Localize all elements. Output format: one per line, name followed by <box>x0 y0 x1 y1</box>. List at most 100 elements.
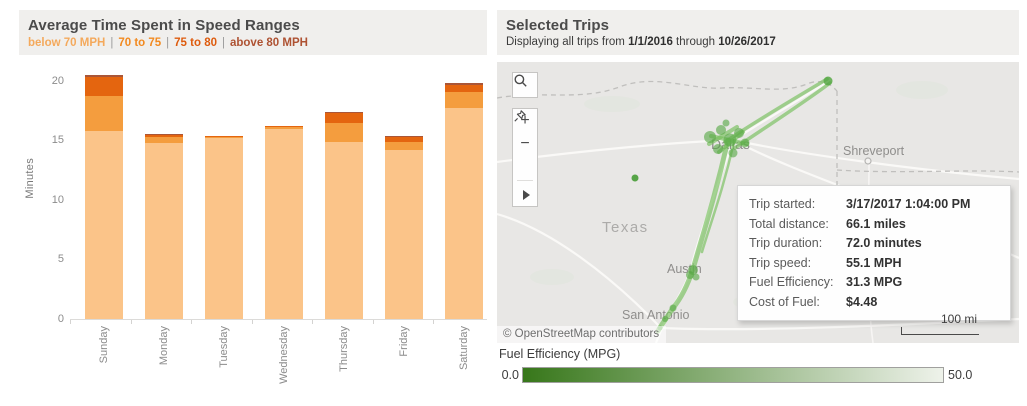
bar-monday-above-80-mph[interactable] <box>145 133 183 135</box>
x-axis-line <box>70 319 487 320</box>
y-axis-title: Minutes <box>24 158 36 199</box>
legend-separator: | <box>221 37 225 49</box>
tooltip-value: 66.1 miles <box>846 216 906 231</box>
bar-friday-70-to-75[interactable] <box>385 142 423 151</box>
x-axis-tick <box>251 320 253 324</box>
x-axis-label-friday[interactable]: Friday <box>398 326 410 357</box>
tooltip-label: Cost of Fuel: <box>749 294 820 309</box>
trip-tooltip: Trip started: 3/17/2017 1:04:00 PM Total d… <box>737 185 1011 321</box>
bar-saturday-75-to-80[interactable] <box>445 85 483 92</box>
tooltip-label: Fuel Efficiency: <box>749 275 834 289</box>
bar-wednesday-70-to-75[interactable] <box>265 126 303 129</box>
bar-saturday-below-70-mph[interactable] <box>445 108 483 319</box>
x-axis-label-saturday[interactable]: Saturday <box>458 326 470 371</box>
map-label-san-antonio: San Antonio <box>622 308 690 322</box>
fuel-legend-max: 50.0 <box>948 368 973 382</box>
x-axis-label-sunday[interactable]: Sunday <box>98 326 110 364</box>
tooltip-label: Total distance: <box>749 216 829 231</box>
fuel-legend: Fuel Efficiency (MPG) 0.0 50.0 <box>497 345 1019 383</box>
bar-tuesday-70-to-75[interactable] <box>205 136 243 138</box>
y-tick-label: 20 <box>51 74 64 87</box>
map-attribution[interactable]: © OpenStreetMap contributors <box>497 326 667 343</box>
pushpin-icon <box>514 110 526 122</box>
bar-thursday-above-80-mph[interactable] <box>325 111 363 114</box>
bar-tuesday-below-70-mph[interactable] <box>205 137 243 319</box>
tooltip-label: Trip speed: <box>749 255 812 270</box>
tooltip-value: 55.1 MPH <box>846 255 902 270</box>
bar-monday-70-to-75[interactable] <box>145 136 183 143</box>
tooltip-value: 3/17/2017 1:04:00 PM <box>846 197 971 211</box>
tooltip-row: Trip duration: 72.0 minutes <box>749 234 999 254</box>
bar-thursday-70-to-75[interactable] <box>325 122 363 142</box>
selected-trips-subtitle: Displaying all trips from 1/1/2016 throu… <box>506 36 1019 48</box>
bar-friday-below-70-mph[interactable] <box>385 150 423 319</box>
bar-thursday-below-70-mph[interactable] <box>325 141 363 319</box>
trips-map[interactable]: Dallas Shreveport Texas Austin San Anton… <box>497 62 1019 343</box>
y-tick-label: 5 <box>57 253 64 265</box>
map-scale: 100 mi <box>901 312 979 335</box>
x-axis-tick <box>312 320 313 324</box>
tooltip-row: Trip started: 3/17/2017 1:04:00 PM <box>749 195 999 215</box>
map-controls: + − <box>512 108 538 207</box>
search-icon <box>514 74 527 87</box>
map-search-button[interactable] <box>512 72 538 98</box>
legend-item-above-80-mph[interactable]: above 80 MPH <box>229 37 308 49</box>
map-label-texas: Texas <box>602 219 649 236</box>
y-tick-label: 15 <box>51 134 64 146</box>
bar-saturday-above-80-mph[interactable] <box>445 83 483 86</box>
legend-item-75-to-80[interactable]: 75 to 80 <box>174 37 217 49</box>
toolbar-expand-button[interactable] <box>513 183 537 206</box>
subtitle-middle: through <box>672 36 719 48</box>
tooltip-row: Total distance: 66.1 miles <box>749 215 999 235</box>
tooltip-label: Trip started: <box>749 197 816 211</box>
x-axis-label-monday[interactable]: Monday <box>158 326 170 366</box>
x-axis-label-tuesday[interactable]: Tuesday <box>218 326 230 368</box>
bar-wednesday-75-to-80[interactable] <box>265 125 303 127</box>
bar-friday-above-80-mph[interactable] <box>385 136 423 137</box>
bar-friday-75-to-80[interactable] <box>385 136 423 143</box>
map-state-borders <box>497 80 1019 197</box>
map-label-shreveport: Shreveport <box>843 144 905 158</box>
pin-button[interactable] <box>513 110 537 178</box>
bar-monday-75-to-80[interactable] <box>145 134 183 137</box>
tooltip-value: 31.3 MPG <box>846 275 903 289</box>
tooltip-row: Fuel Efficiency: 31.3 MPG <box>749 273 999 293</box>
bar-sunday-70-to-75[interactable] <box>85 96 123 131</box>
map-scale-label: 100 mi <box>940 312 977 326</box>
fuel-gradient-bar <box>522 367 944 383</box>
legend-item-70-to-75[interactable]: 70 to 75 <box>118 37 162 49</box>
subtitle-prefix: Displaying all trips from <box>506 36 629 48</box>
tooltip-label: Trip duration: <box>749 236 823 250</box>
selected-trips-header: Selected Trips Displaying all trips from… <box>497 10 1019 55</box>
map-scale-bar <box>901 327 979 335</box>
bar-sunday-75-to-80[interactable] <box>85 77 123 97</box>
selected-trips-title: Selected Trips <box>506 17 610 34</box>
bar-thursday-75-to-80[interactable] <box>325 113 363 123</box>
bar-tuesday-75-to-80[interactable] <box>205 135 243 137</box>
zoom-in-button[interactable]: + <box>513 109 537 132</box>
fuel-legend-row: 0.0 50.0 <box>497 367 1019 383</box>
bar-sunday-above-80-mph[interactable] <box>85 75 123 78</box>
legend-item-below-70-mph[interactable]: below 70 MPH <box>28 37 106 49</box>
x-axis-tick <box>372 320 374 324</box>
legend-separator: | <box>110 37 114 49</box>
tooltip-value: $4.48 <box>846 294 878 309</box>
shreveport-marker <box>864 157 872 165</box>
bar-sunday-below-70-mph[interactable] <box>85 130 123 319</box>
subtitle-start-date: 1/1/2016 <box>628 36 673 48</box>
bar-wednesday-below-70-mph[interactable] <box>265 128 303 319</box>
zoom-out-button[interactable]: − <box>513 132 537 155</box>
x-axis-tick <box>191 320 192 324</box>
y-tick-label: 0 <box>57 312 64 325</box>
x-axis-tick <box>433 320 434 324</box>
bar-monday-below-70-mph[interactable] <box>145 142 183 319</box>
speed-ranges-header: Average Time Spent in Speed Ranges below… <box>19 10 487 55</box>
tooltip-row: Trip speed: 55.1 MPH <box>749 254 999 274</box>
x-axis-label-thursday[interactable]: Thursday <box>338 326 350 372</box>
legend-separator: | <box>166 37 170 49</box>
bar-saturday-70-to-75[interactable] <box>445 91 483 109</box>
speed-ranges-title: Average Time Spent in Speed Ranges <box>28 17 300 34</box>
x-axis-label-wednesday[interactable]: Wednesday <box>278 326 290 384</box>
fuel-legend-min: 0.0 <box>501 368 519 382</box>
